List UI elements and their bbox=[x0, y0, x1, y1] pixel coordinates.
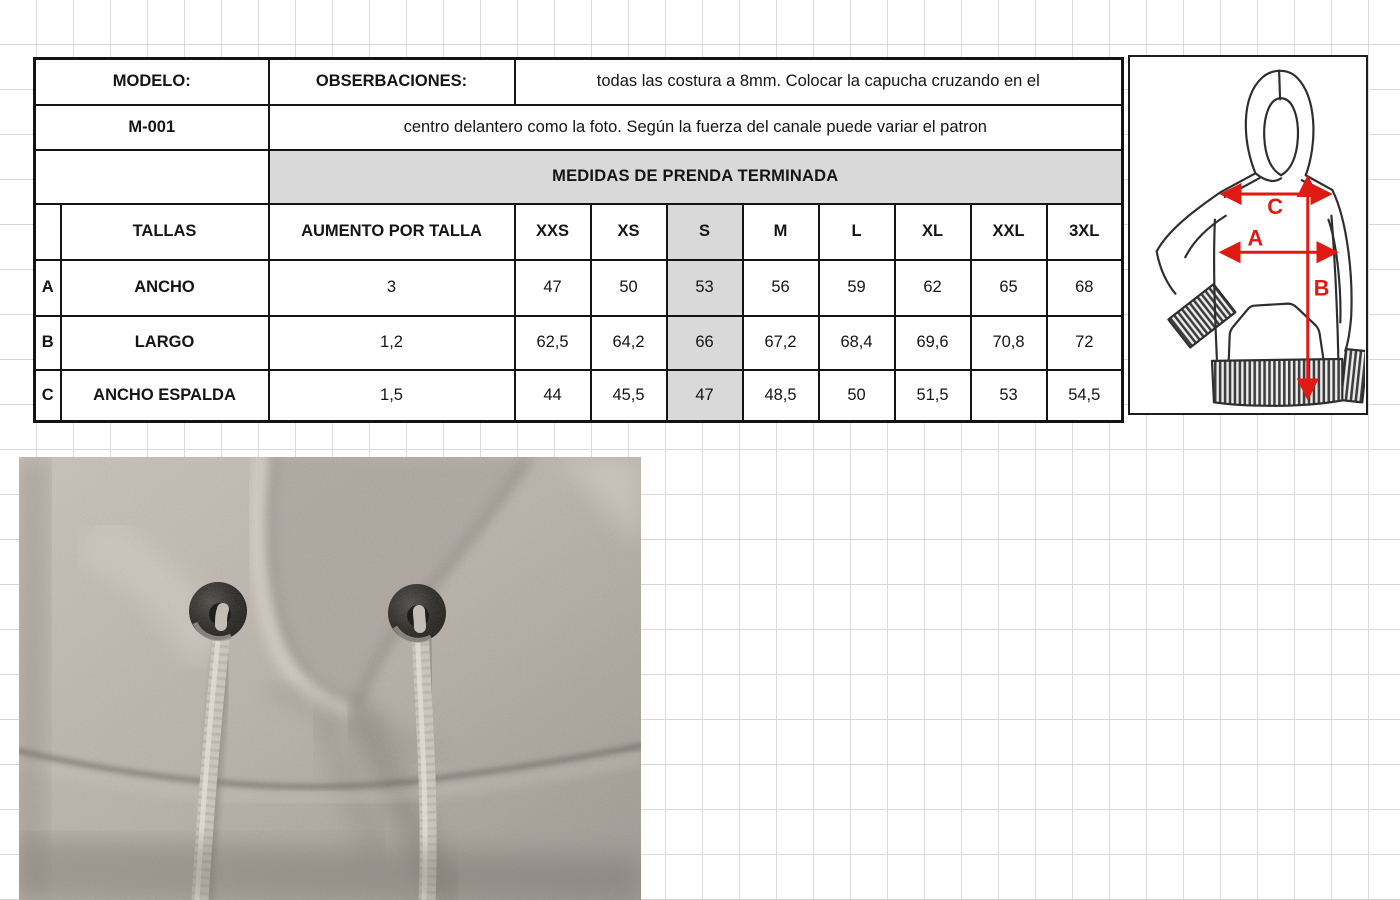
size-value-cell[interactable]: 67,2 bbox=[741, 314, 820, 371]
size-value-cell[interactable]: 69,6 bbox=[893, 314, 972, 371]
size-header-cell[interactable]: 3XL bbox=[1045, 202, 1124, 261]
row-model-observations: MODELO: OBSERBACIONES: todas las costura… bbox=[33, 57, 1124, 106]
measure-letter-cell[interactable]: C bbox=[33, 368, 62, 423]
row-size-headers: TALLAS AUMENTO POR TALLA XXS XS S M L XL… bbox=[33, 202, 1124, 261]
tallas-header-cell[interactable]: TALLAS bbox=[59, 202, 270, 261]
size-value-cell[interactable]: 51,5 bbox=[893, 368, 972, 423]
size-value-cell[interactable]: 72 bbox=[1045, 314, 1124, 371]
size-header-cell[interactable]: XS bbox=[589, 202, 668, 261]
size-value-cell[interactable]: 48,5 bbox=[741, 368, 820, 423]
observations-line1-cell[interactable]: todas las costura a 8mm. Colocar la capu… bbox=[513, 57, 1124, 106]
size-value-cell[interactable]: 59 bbox=[817, 258, 896, 317]
observations-line2-cell[interactable]: centro delantero como la foto. Según la … bbox=[267, 103, 1124, 151]
measurement-labels: C A B bbox=[1248, 194, 1330, 301]
size-value-cell-highlighted[interactable]: 47 bbox=[665, 368, 744, 423]
row-table-title: MEDIDAS DE PRENDA TERMINADA bbox=[33, 148, 1124, 205]
size-value-cell[interactable]: 50 bbox=[589, 258, 668, 317]
right-cuff-rib bbox=[1339, 347, 1365, 404]
size-value-cell[interactable]: 56 bbox=[741, 258, 820, 317]
size-value-cell-highlighted[interactable]: 53 bbox=[665, 258, 744, 317]
size-value-cell[interactable]: 54,5 bbox=[1045, 368, 1124, 423]
hoodie-photo bbox=[19, 457, 641, 900]
measure-letter-cell[interactable]: A bbox=[33, 258, 62, 317]
model-label-cell[interactable]: MODELO: bbox=[33, 57, 270, 106]
size-value-cell[interactable]: 45,5 bbox=[589, 368, 668, 423]
size-value-cell[interactable]: 68 bbox=[1045, 258, 1124, 317]
hoodie-technical-drawing: C A B bbox=[1155, 69, 1365, 407]
model-value-cell[interactable]: M-001 bbox=[33, 103, 270, 151]
label-b: B bbox=[1314, 276, 1330, 301]
increment-header-cell[interactable]: AUMENTO POR TALLA bbox=[267, 202, 516, 261]
left-cuff-rib bbox=[1167, 283, 1237, 349]
size-value-cell[interactable]: 50 bbox=[817, 368, 896, 423]
size-header-cell[interactable]: XL bbox=[893, 202, 972, 261]
size-value-cell[interactable]: 47 bbox=[513, 258, 592, 317]
row-largo: B LARGO 1,2 62,5 64,2 66 67,2 68,4 69,6 … bbox=[33, 314, 1124, 371]
spec-table: MODELO: OBSERBACIONES: todas las costura… bbox=[33, 57, 1125, 423]
hem-rib bbox=[1210, 357, 1344, 407]
measure-name-cell[interactable]: ANCHO bbox=[59, 258, 270, 317]
increment-value-cell[interactable]: 1,5 bbox=[267, 368, 516, 423]
size-header-cell-highlighted[interactable]: S bbox=[665, 202, 744, 261]
size-value-cell[interactable]: 62,5 bbox=[513, 314, 592, 371]
fabric-noise bbox=[19, 457, 641, 900]
measurement-arrows bbox=[1218, 174, 1339, 401]
size-header-cell[interactable]: M bbox=[741, 202, 820, 261]
measure-letter-cell[interactable]: B bbox=[33, 314, 62, 371]
row-ancho: A ANCHO 3 47 50 53 56 59 62 65 68 bbox=[33, 258, 1124, 317]
label-c: C bbox=[1267, 194, 1283, 219]
increment-value-cell[interactable]: 3 bbox=[267, 258, 516, 317]
size-value-cell[interactable]: 68,4 bbox=[817, 314, 896, 371]
empty-cell[interactable] bbox=[33, 202, 62, 261]
size-header-cell[interactable]: XXL bbox=[969, 202, 1048, 261]
size-value-cell[interactable]: 64,2 bbox=[589, 314, 668, 371]
size-value-cell[interactable]: 70,8 bbox=[969, 314, 1048, 371]
empty-cell[interactable] bbox=[33, 148, 270, 205]
garment-diagram-panel: C A B bbox=[1128, 55, 1368, 415]
row-ancho-espalda: C ANCHO ESPALDA 1,5 44 45,5 47 48,5 50 5… bbox=[33, 368, 1124, 423]
size-header-cell[interactable]: XXS bbox=[513, 202, 592, 261]
size-value-cell[interactable]: 62 bbox=[893, 258, 972, 317]
size-value-cell[interactable]: 44 bbox=[513, 368, 592, 423]
increment-value-cell[interactable]: 1,2 bbox=[267, 314, 516, 371]
measure-name-cell[interactable]: ANCHO ESPALDA bbox=[59, 368, 270, 423]
label-a: A bbox=[1248, 225, 1264, 250]
table-title-cell[interactable]: MEDIDAS DE PRENDA TERMINADA bbox=[267, 148, 1124, 205]
measure-name-cell[interactable]: LARGO bbox=[59, 314, 270, 371]
size-value-cell-highlighted[interactable]: 66 bbox=[665, 314, 744, 371]
size-value-cell[interactable]: 65 bbox=[969, 258, 1048, 317]
size-header-cell[interactable]: L bbox=[817, 202, 896, 261]
row-model-value: M-001 centro delantero como la foto. Seg… bbox=[33, 103, 1124, 151]
observations-label-cell[interactable]: OBSERBACIONES: bbox=[267, 57, 516, 106]
size-value-cell[interactable]: 53 bbox=[969, 368, 1048, 423]
hoodie-photo-image bbox=[19, 457, 641, 900]
